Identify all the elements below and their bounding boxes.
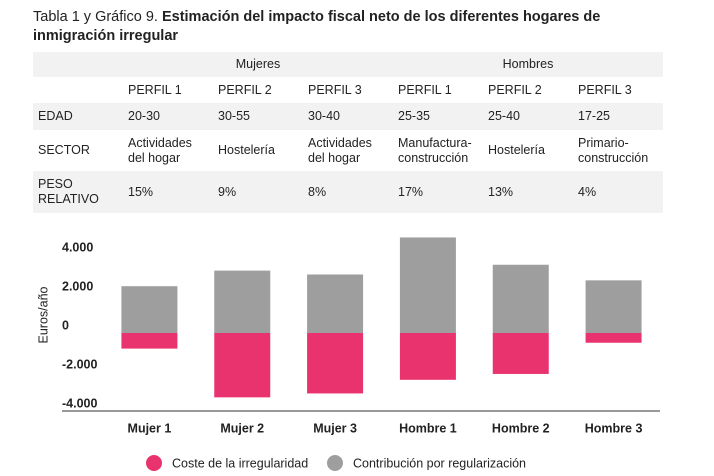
table-cell: 30-55: [213, 103, 303, 130]
bar-segment: [214, 270, 271, 333]
row-label: PESO RELATIVO: [33, 171, 123, 213]
table-cell: 30-40: [303, 103, 393, 130]
table-cell: 25-35: [393, 103, 483, 130]
profile-header: PERFIL 2: [218, 82, 272, 97]
bar-segment: [492, 333, 549, 374]
table-cell: 8%: [303, 171, 393, 213]
x-tick-label: Mujer 2: [220, 421, 264, 435]
bar-segment: [307, 274, 364, 333]
title-prefix: Tabla 1 y Gráfico 9.: [33, 9, 158, 25]
table-cell: 4%: [573, 171, 663, 213]
table-cell: 17%: [393, 171, 483, 213]
legend-label: Coste de la irregularidad: [172, 456, 308, 470]
bar-segment: [492, 264, 549, 333]
profile-header: PERFIL 3: [578, 82, 632, 97]
bar-segment: [399, 333, 456, 380]
bar-segment: [585, 333, 642, 343]
title: Tabla 1 y Gráfico 9. Estimación del impa…: [33, 8, 683, 46]
table-cell: Actividades del hogar: [308, 135, 372, 165]
x-tick-label: Hombre 3: [585, 421, 643, 435]
table-cell: 25-40: [483, 103, 573, 130]
x-tick-label: Hombre 1: [399, 421, 457, 435]
legend-label: Contribución por regularización: [353, 456, 526, 470]
profile-header: PERFIL 1: [128, 82, 182, 97]
table-cell: 9%: [213, 171, 303, 213]
y-tick-label: 4.000: [62, 240, 93, 254]
profile-header: PERFIL 2: [488, 82, 542, 97]
y-tick-label: -2.000: [62, 357, 97, 371]
group-header: Mujeres: [123, 52, 393, 77]
bar-segment: [121, 333, 178, 349]
table-cell: 20-30: [123, 103, 213, 130]
y-tick-label: 2.000: [62, 279, 93, 293]
bar-segment: [307, 333, 364, 394]
table-cell: Hostelería: [218, 143, 275, 157]
bar-segment: [585, 280, 642, 333]
group-header: Hombres: [393, 52, 663, 77]
table-cell: Actividades del hogar: [128, 135, 192, 165]
empty-cell: [33, 52, 123, 77]
table-cell: 13%: [483, 171, 573, 213]
x-tick-label: Mujer 3: [313, 421, 357, 435]
table-row: PESO RELATIVO 15% 9% 8% 17% 13% 4%: [33, 171, 663, 213]
profile-header: PERFIL 3: [308, 82, 362, 97]
table-cell: 15%: [123, 171, 213, 213]
x-tick-label: Hombre 2: [492, 421, 550, 435]
bar-segment: [399, 237, 456, 333]
table-row: EDAD 20-30 30-55 30-40 25-35 25-40 17-25: [33, 103, 663, 130]
table-cell: Hostelería: [488, 143, 545, 157]
title-text: Estimación del impacto fiscal neto de lo…: [33, 9, 601, 44]
table: Mujeres Hombres PERFIL 1 PERFIL 2 PERFIL 3 PE…: [33, 52, 663, 213]
row-label: SECTOR: [38, 143, 90, 157]
bar-segment: [121, 286, 178, 333]
profile-header: PERFIL 1: [398, 82, 452, 97]
y-axis-label: Euros/año: [36, 286, 50, 343]
legend-marker: [327, 455, 343, 471]
y-tick-label: 0: [62, 318, 69, 332]
row-label: EDAD: [33, 103, 123, 130]
group-row: Mujeres Hombres: [33, 52, 663, 77]
table-cell: Manufactura-construcción: [398, 135, 472, 165]
legend-marker: [146, 455, 162, 471]
chart: -4.000 -2.000 0 2.000 4.000 Euros/año Mujer 1 M…: [36, 237, 660, 471]
table-row: SECTOR Actividades del hogar Hostelería Act…: [33, 130, 663, 171]
x-tick-label: Mujer 1: [128, 421, 172, 435]
profile-row: PERFIL 1 PERFIL 2 PERFIL 3 PERFIL 1 PERFIL 2…: [33, 77, 663, 103]
bar-segment: [214, 333, 271, 398]
table-cell: Primario-construcción: [578, 135, 649, 165]
empty-cell: [33, 77, 123, 103]
table-cell: 17-25: [573, 103, 663, 130]
y-tick-label: -4.000: [62, 396, 97, 410]
